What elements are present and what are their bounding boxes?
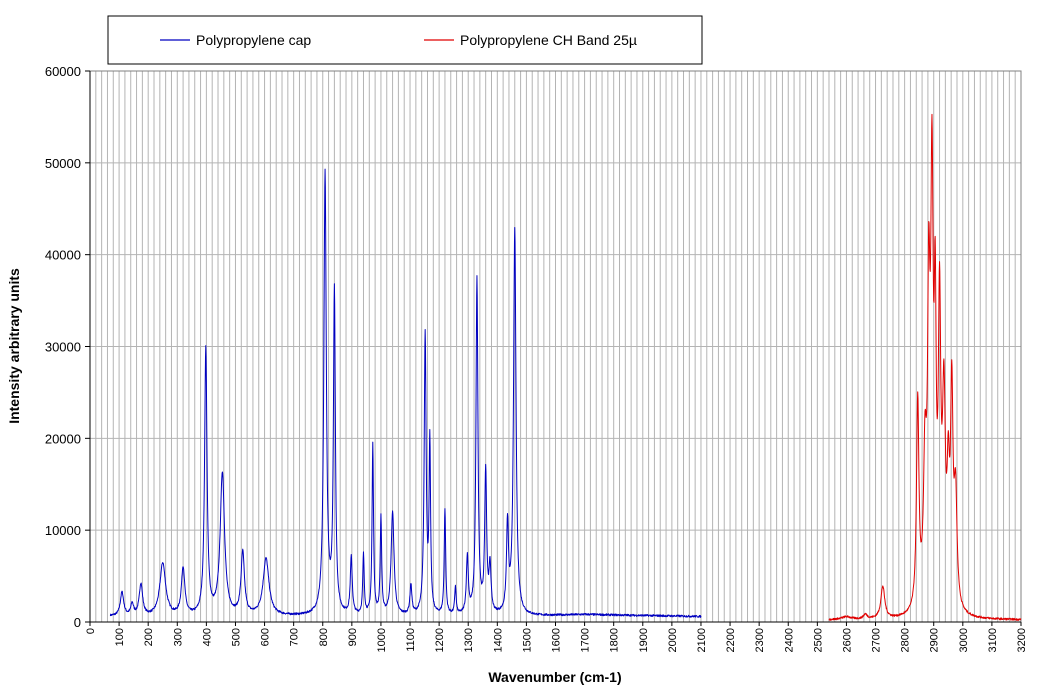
x-tick-label: 1900: [638, 628, 650, 652]
grid: [90, 70, 1021, 622]
y-tick-label: 40000: [45, 248, 81, 263]
x-tick-label: 700: [289, 628, 301, 646]
x-tick-label: 2400: [783, 628, 795, 652]
x-tick-label: 900: [347, 628, 359, 646]
x-tick-label: 2100: [696, 628, 708, 652]
x-tick-label: 1100: [405, 628, 417, 652]
y-axis-ticks: 0 10000 20000 30000 40000 50000 60000: [45, 64, 90, 630]
x-tick-label: 1700: [580, 628, 592, 652]
x-axis-title: Wavenumber (cm-1): [488, 669, 621, 685]
x-tick-label: 300: [172, 628, 184, 646]
x-tick-label: 3000: [958, 628, 970, 652]
x-tick-label: 2600: [841, 628, 853, 652]
x-tick-label: 2900: [929, 628, 941, 652]
x-tick-label: 1400: [492, 628, 504, 652]
x-tick-label: 1000: [376, 628, 388, 652]
x-tick-label: 1300: [463, 628, 475, 652]
x-tick-label: 2500: [812, 628, 824, 652]
series-line-0: [109, 168, 702, 618]
x-tick-label: 3200: [1016, 628, 1028, 652]
y-tick-label: 0: [74, 615, 81, 630]
x-tick-label: 3100: [987, 628, 999, 652]
x-tick-label: 100: [114, 628, 126, 646]
x-axis-ticks: 0 100 200 300 400 500 600 700 800 900 1000 1100 1200…: [85, 622, 1028, 652]
series-layer: [109, 113, 1022, 621]
x-tick-label: 2800: [900, 628, 912, 652]
x-tick-label: 2300: [754, 628, 766, 652]
x-tick-label: 2700: [871, 628, 883, 652]
y-tick-label: 30000: [45, 340, 81, 355]
x-tick-label: 1800: [609, 628, 621, 652]
y-tick-label: 60000: [45, 64, 81, 79]
x-tick-label: 600: [260, 628, 272, 646]
y-tick-label: 20000: [45, 431, 81, 446]
y-tick-label: 50000: [45, 156, 81, 171]
x-tick-label: 500: [230, 628, 242, 646]
x-tick-label: 1500: [521, 628, 533, 652]
series-line-1: [828, 113, 1022, 621]
x-tick-label: 1200: [434, 628, 446, 652]
x-tick-label: 800: [318, 628, 330, 646]
legend: Polypropylene cap Polypropylene CH Band …: [107, 15, 703, 65]
x-tick-label: 2200: [725, 628, 737, 652]
legend-label-polypropylene-cap: Polypropylene cap: [196, 32, 311, 48]
x-tick-label: 200: [143, 628, 155, 646]
x-tick-label: 2000: [667, 628, 679, 652]
legend-label-ch-band: Polypropylene CH Band 25µ: [460, 32, 637, 48]
x-tick-label: 400: [201, 628, 213, 646]
x-tick-label: 0: [85, 628, 97, 634]
y-tick-label: 10000: [45, 523, 81, 538]
x-tick-label: 1600: [551, 628, 563, 652]
y-axis-title: Intensity arbitrary units: [6, 268, 22, 424]
legend-box: [107, 15, 703, 65]
